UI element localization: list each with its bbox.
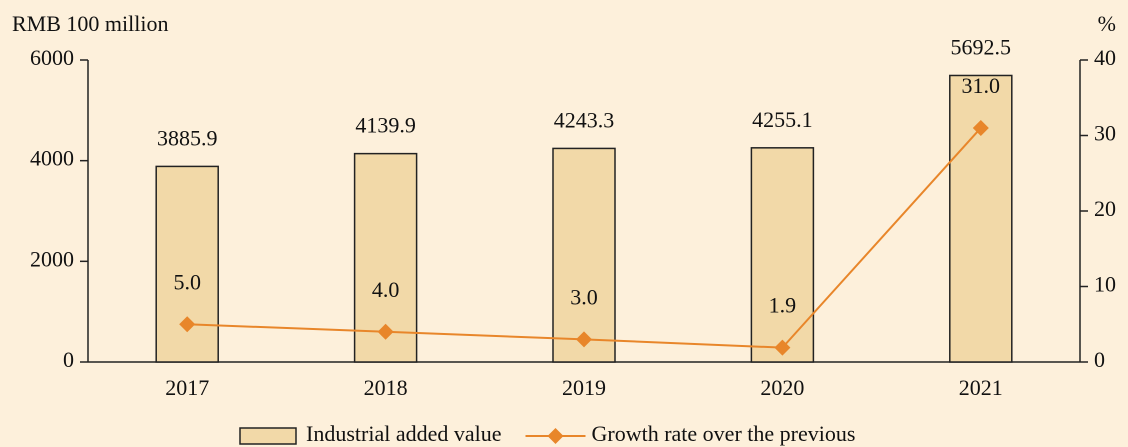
y2-tick-label: 10	[1094, 272, 1116, 297]
x-tick-label: 2020	[760, 375, 804, 400]
x-tick-label: 2017	[165, 375, 209, 400]
line-value-label: 4.0	[372, 277, 400, 302]
line-value-label: 3.0	[570, 284, 598, 309]
line-value-label: 5.0	[173, 269, 201, 294]
bar-value-label: 4243.3	[554, 107, 615, 132]
line-marker	[179, 316, 196, 333]
y2-tick-label: 0	[1094, 347, 1105, 372]
bar-value-label: 4139.9	[355, 113, 416, 138]
legend-marker	[547, 428, 564, 444]
x-tick-label: 2018	[364, 375, 408, 400]
legend-label: Growth rate over the previous	[592, 421, 856, 446]
y2-tick-label: 40	[1094, 45, 1116, 70]
x-tick-label: 2019	[562, 375, 606, 400]
bar	[750, 147, 815, 363]
y2-tick-label: 30	[1094, 121, 1116, 146]
bar	[552, 147, 616, 363]
legend-swatch	[239, 427, 297, 445]
y-tick-label: 6000	[30, 45, 74, 70]
line-marker	[972, 119, 989, 136]
bar-value-label: 3885.9	[157, 125, 218, 150]
x-tick-label: 2021	[959, 375, 1003, 400]
bar	[155, 165, 219, 363]
y-tick-label: 0	[63, 347, 74, 372]
legend-label: Industrial added value	[306, 421, 502, 446]
bar	[949, 74, 1013, 363]
line-marker	[377, 323, 394, 340]
y-tick-label: 4000	[30, 146, 74, 171]
bar-value-label: 4255.1	[752, 107, 813, 132]
bar-value-label: 5692.5	[951, 35, 1012, 60]
line-marker	[576, 331, 592, 348]
line-value-label: 31.0	[962, 73, 1001, 98]
y-tick-label: 2000	[30, 246, 74, 271]
y2-tick-label: 20	[1094, 196, 1116, 221]
line-value-label: 1.9	[769, 293, 797, 318]
y-axis-title: RMB 100 million	[12, 11, 168, 36]
y2-axis-title: %	[1098, 11, 1116, 36]
line-marker	[774, 339, 791, 356]
